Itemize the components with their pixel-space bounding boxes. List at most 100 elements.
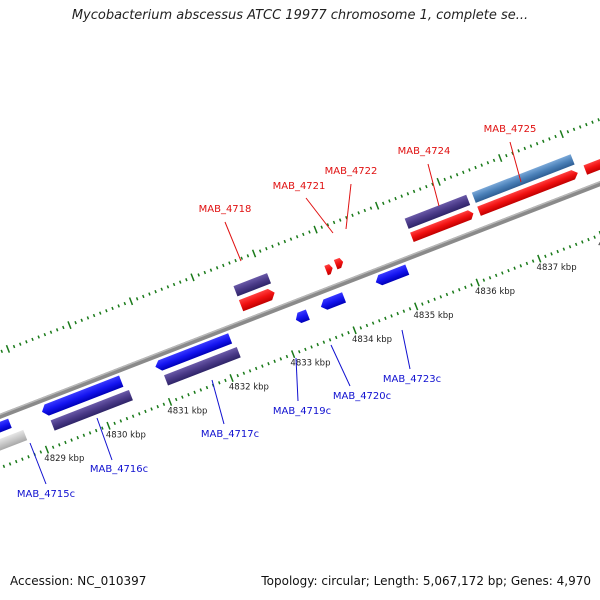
kbp-label: 4834 kbp [352, 335, 392, 345]
gene-label-mab-4720c[interactable]: MAB_4720c [333, 391, 391, 402]
gene-mab-4718-arrow[interactable] [238, 287, 277, 312]
minor-tick [439, 295, 443, 299]
gene-leader-line [96, 417, 113, 461]
minor-tick [236, 373, 239, 378]
minor-tick [302, 232, 305, 237]
gene-mab-4716c-arrow[interactable] [40, 375, 124, 418]
minor-tick [363, 208, 367, 213]
kbp-ruler-labels: 4829 kbp 4830 kbp 4831 kbp 4832 kbp 4833 kbp… [44, 239, 600, 464]
minor-tick [12, 344, 16, 349]
minor-tick [462, 170, 465, 174]
gene-mab-4718-bar[interactable] [233, 273, 272, 297]
kbp-label: 4831 kbp [167, 406, 207, 416]
minor-tick [332, 220, 336, 225]
minor-tick [517, 149, 520, 153]
gene-label-mab-4721[interactable]: MAB_4721 [273, 181, 326, 192]
minor-tick [14, 459, 18, 464]
minor-tick [271, 244, 274, 248]
minor-tick [574, 242, 578, 247]
minor-tick [585, 122, 588, 127]
gene-label-mab-4725[interactable]: MAB_4725 [484, 124, 537, 135]
minor-tick [37, 335, 40, 339]
gene-label-mab-4715c[interactable]: MAB_4715c [17, 489, 75, 500]
minor-tick [470, 283, 473, 287]
minor-tick [486, 161, 490, 165]
gene-label-mab-4716c[interactable]: MAB_4716c [90, 464, 148, 475]
gene-label-mab-4717c[interactable]: MAB_4717c [201, 429, 259, 440]
gene-mab-4716c-bar[interactable] [50, 389, 133, 431]
gene-mab-4715c-bar[interactable] [0, 429, 28, 453]
minor-tick [418, 187, 422, 191]
minor-tick [174, 397, 178, 402]
minor-tick [494, 273, 498, 278]
gene-next-arrow[interactable] [583, 153, 600, 175]
gene-label-mab-4718[interactable]: MAB_4718 [199, 204, 252, 215]
minor-tick [25, 340, 28, 344]
minor-tick [76, 436, 79, 440]
gene-mab-4725-bar[interactable] [471, 154, 575, 203]
minor-tick [482, 278, 486, 282]
minor-tick [525, 261, 529, 266]
minor-tick [572, 127, 576, 132]
minor-tick [566, 130, 570, 134]
minor-tick [578, 125, 582, 129]
minor-tick [277, 242, 280, 246]
minor-tick [273, 359, 276, 363]
minor-tick [371, 321, 375, 325]
minor-tick [101, 426, 104, 430]
minor-tick [242, 371, 246, 375]
gene-leader-line [345, 183, 352, 230]
kbp-label: 4838 kbp [598, 239, 600, 249]
minor-tick [55, 328, 59, 332]
gene-mab-4724-arrow[interactable] [410, 209, 475, 242]
kbp-label: 4832 kbp [229, 383, 269, 393]
gene-mab-4715c-arrow[interactable] [0, 418, 12, 440]
minor-tick [21, 457, 24, 461]
minor-tick [92, 313, 96, 318]
major-tick [374, 201, 380, 210]
reverse-genes [0, 264, 410, 453]
gene-mab-4717c-arrow[interactable] [154, 333, 233, 372]
major-tick [414, 302, 419, 311]
gene-mab-4717c-bar[interactable] [164, 347, 241, 386]
minor-tick [449, 175, 453, 179]
gene-label-mab-4724[interactable]: MAB_4724 [398, 146, 451, 157]
minor-tick [222, 263, 225, 268]
gene-mab-4724-bar[interactable] [404, 194, 471, 229]
minor-tick [43, 332, 47, 337]
minor-tick [507, 268, 510, 273]
minor-tick [394, 196, 397, 201]
minor-tick [8, 462, 12, 466]
gene-leader-line [305, 197, 334, 234]
major-tick [229, 374, 234, 383]
minor-tick [218, 381, 221, 385]
gene-label-mab-4722[interactable]: MAB_4722 [325, 166, 378, 177]
minor-tick [451, 290, 455, 294]
minor-tick [587, 237, 590, 242]
gene-mab-4720c-arrow[interactable] [319, 292, 347, 311]
gene-mab-4719c-arrow[interactable] [294, 309, 310, 325]
gene-mab-4725-arrow[interactable] [477, 168, 579, 216]
chromosome-backbone [0, 174, 600, 426]
minor-tick [341, 333, 344, 337]
minor-tick [458, 288, 461, 292]
major-tick [190, 273, 195, 282]
major-tick [290, 350, 296, 359]
gene-mab-4722-arrow[interactable] [333, 257, 345, 270]
minor-tick [581, 240, 584, 244]
minor-tick [468, 168, 471, 172]
chromosome-backbone-highlight [0, 174, 600, 423]
minor-tick [396, 311, 399, 316]
minor-tick [283, 239, 287, 244]
minor-tick [105, 309, 108, 313]
gene-label-mab-4723c[interactable]: MAB_4723c [383, 374, 441, 385]
major-tick [44, 445, 50, 454]
gene-mab-4721-arrow[interactable] [324, 263, 334, 276]
gene-mab-4723c-arrow[interactable] [374, 264, 410, 288]
minor-tick [443, 177, 447, 182]
minor-tick [474, 165, 477, 170]
gene-leader-line [509, 141, 522, 183]
minor-tick [388, 199, 391, 203]
gene-label-mab-4719c[interactable]: MAB_4719c [273, 406, 331, 417]
